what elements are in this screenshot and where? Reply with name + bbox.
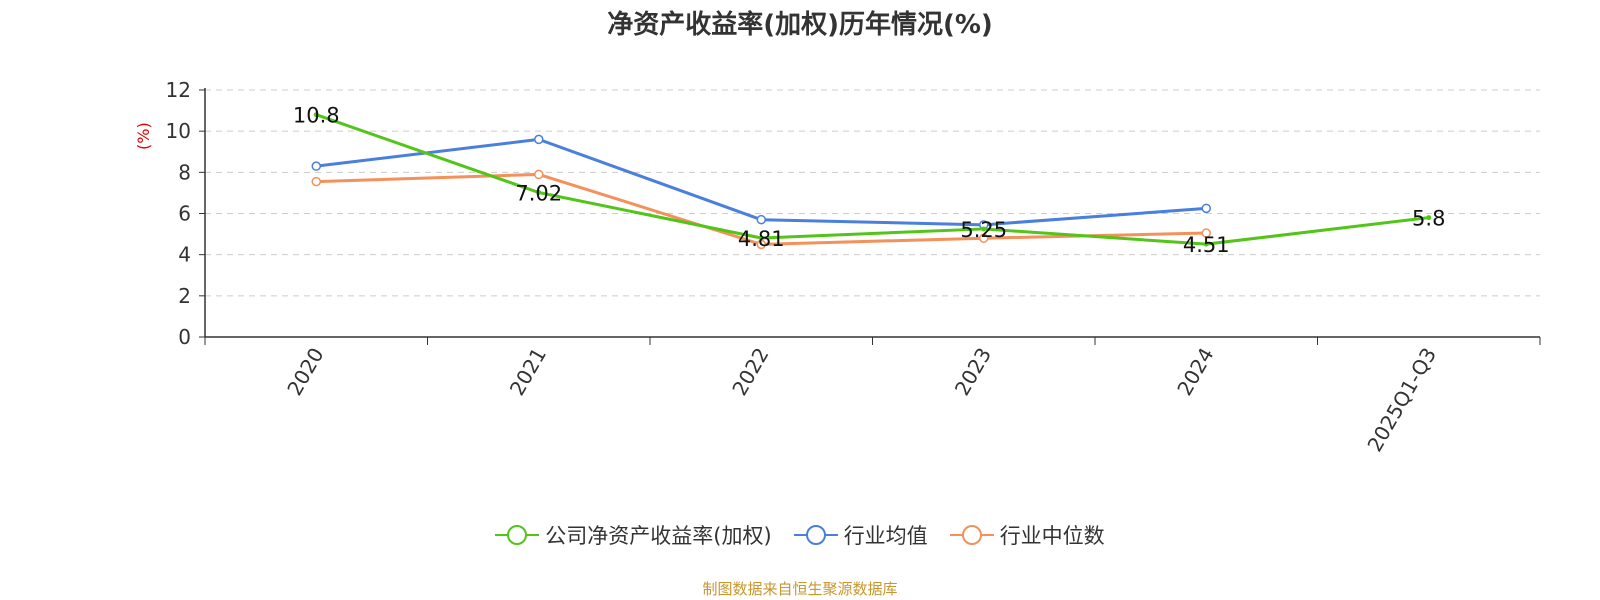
legend-line-circle-icon [949, 525, 994, 545]
data-point [313, 112, 319, 118]
x-tick-label: 2020 [282, 344, 328, 400]
legend-line-circle-icon [793, 525, 838, 545]
legend-item-company[interactable]: 公司净资产收益率(加权) [495, 520, 772, 550]
line-chart: 0 2 4 6 8 10 12 2020 2021 2022 2023 2024 2025Q1-Q3 10… [166, 78, 1541, 456]
x-tick-label: 2025Q1-Q3 [1362, 344, 1441, 456]
legend-label: 公司净资产收益率(加权) [545, 524, 772, 548]
legend-line-circle-icon [495, 525, 540, 545]
y-tick-label: 10 [166, 119, 191, 143]
legend-label: 行业中位数 [999, 524, 1105, 548]
data-label: 4.51 [1183, 233, 1230, 257]
data-point [1201, 228, 1211, 238]
series-line [316, 137, 1207, 227]
legend-item-industry-mean[interactable]: 行业均值 [793, 520, 928, 550]
data-point [1426, 215, 1432, 221]
data-point [756, 214, 766, 225]
data-point [758, 235, 764, 241]
y-tick-label: 6 [178, 202, 191, 226]
x-tick-label: 2021 [505, 344, 551, 400]
legend: 公司净资产收益率(加权) 行业均值 行业中位数 [0, 520, 1600, 550]
data-point [1203, 241, 1209, 247]
data-source-note: 制图数据来自恒生聚源数据库 [702, 580, 898, 598]
data-point [536, 190, 542, 196]
legend-label: 行业均值 [843, 524, 928, 548]
data-point [534, 169, 544, 180]
y-tick-label: 2 [178, 284, 191, 308]
x-tick-label: 2024 [1172, 344, 1218, 400]
data-point [979, 233, 989, 243]
y-tick-label: 12 [166, 78, 191, 102]
data-label: 4.81 [738, 227, 785, 251]
chart-title: 净资产收益率(加权)历年情况(%) [607, 10, 993, 40]
data-point [311, 176, 321, 187]
data-label: 5.8 [1412, 207, 1445, 231]
x-tick-label: 2023 [950, 344, 996, 400]
data-point [311, 161, 321, 171]
x-tick-label: 2022 [727, 344, 773, 400]
y-tick-label: 8 [178, 160, 191, 184]
legend-item-industry-median[interactable]: 行业中位数 [949, 520, 1105, 550]
series-line [315, 113, 1429, 246]
data-point [981, 226, 987, 232]
y-tick-label: 0 [178, 325, 191, 349]
y-tick-label: 4 [178, 243, 191, 267]
data-point [534, 134, 544, 145]
data-label: 7.02 [515, 182, 562, 206]
data-point [1201, 203, 1211, 214]
data-label: 5.25 [960, 218, 1007, 242]
data-label: 10.8 [293, 104, 340, 128]
